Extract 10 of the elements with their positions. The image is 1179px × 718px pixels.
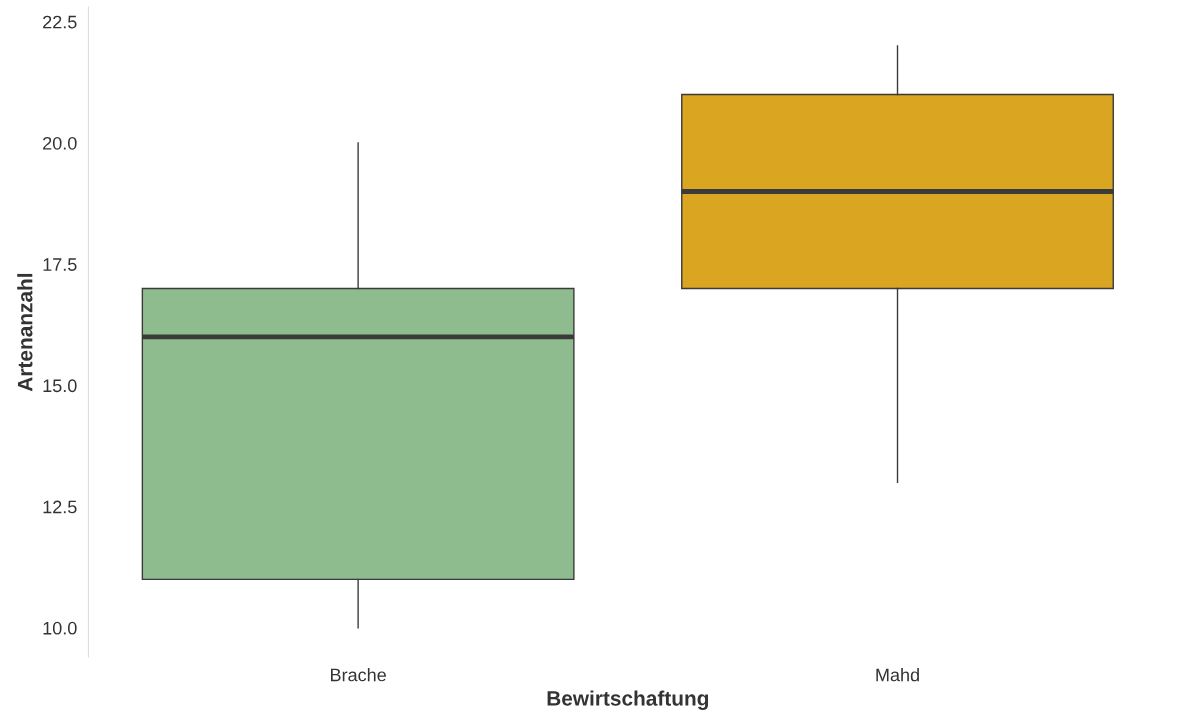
y-tick-label: 17.5 bbox=[43, 258, 77, 271]
y-axis-title: Artenanzahl bbox=[17, 273, 33, 392]
y-tick-label: 22.5 bbox=[43, 15, 77, 29]
x-axis-title: Bewirtschaftung bbox=[547, 690, 709, 710]
y-tick-label: 12.5 bbox=[43, 500, 77, 514]
x-tick-label: Mahd bbox=[876, 668, 919, 682]
x-tick-label: Brache bbox=[331, 668, 386, 682]
y-tick-label: 20.0 bbox=[43, 136, 77, 150]
y-tick-label: 10.0 bbox=[43, 621, 77, 635]
y-tick-label: 15.0 bbox=[43, 379, 77, 393]
